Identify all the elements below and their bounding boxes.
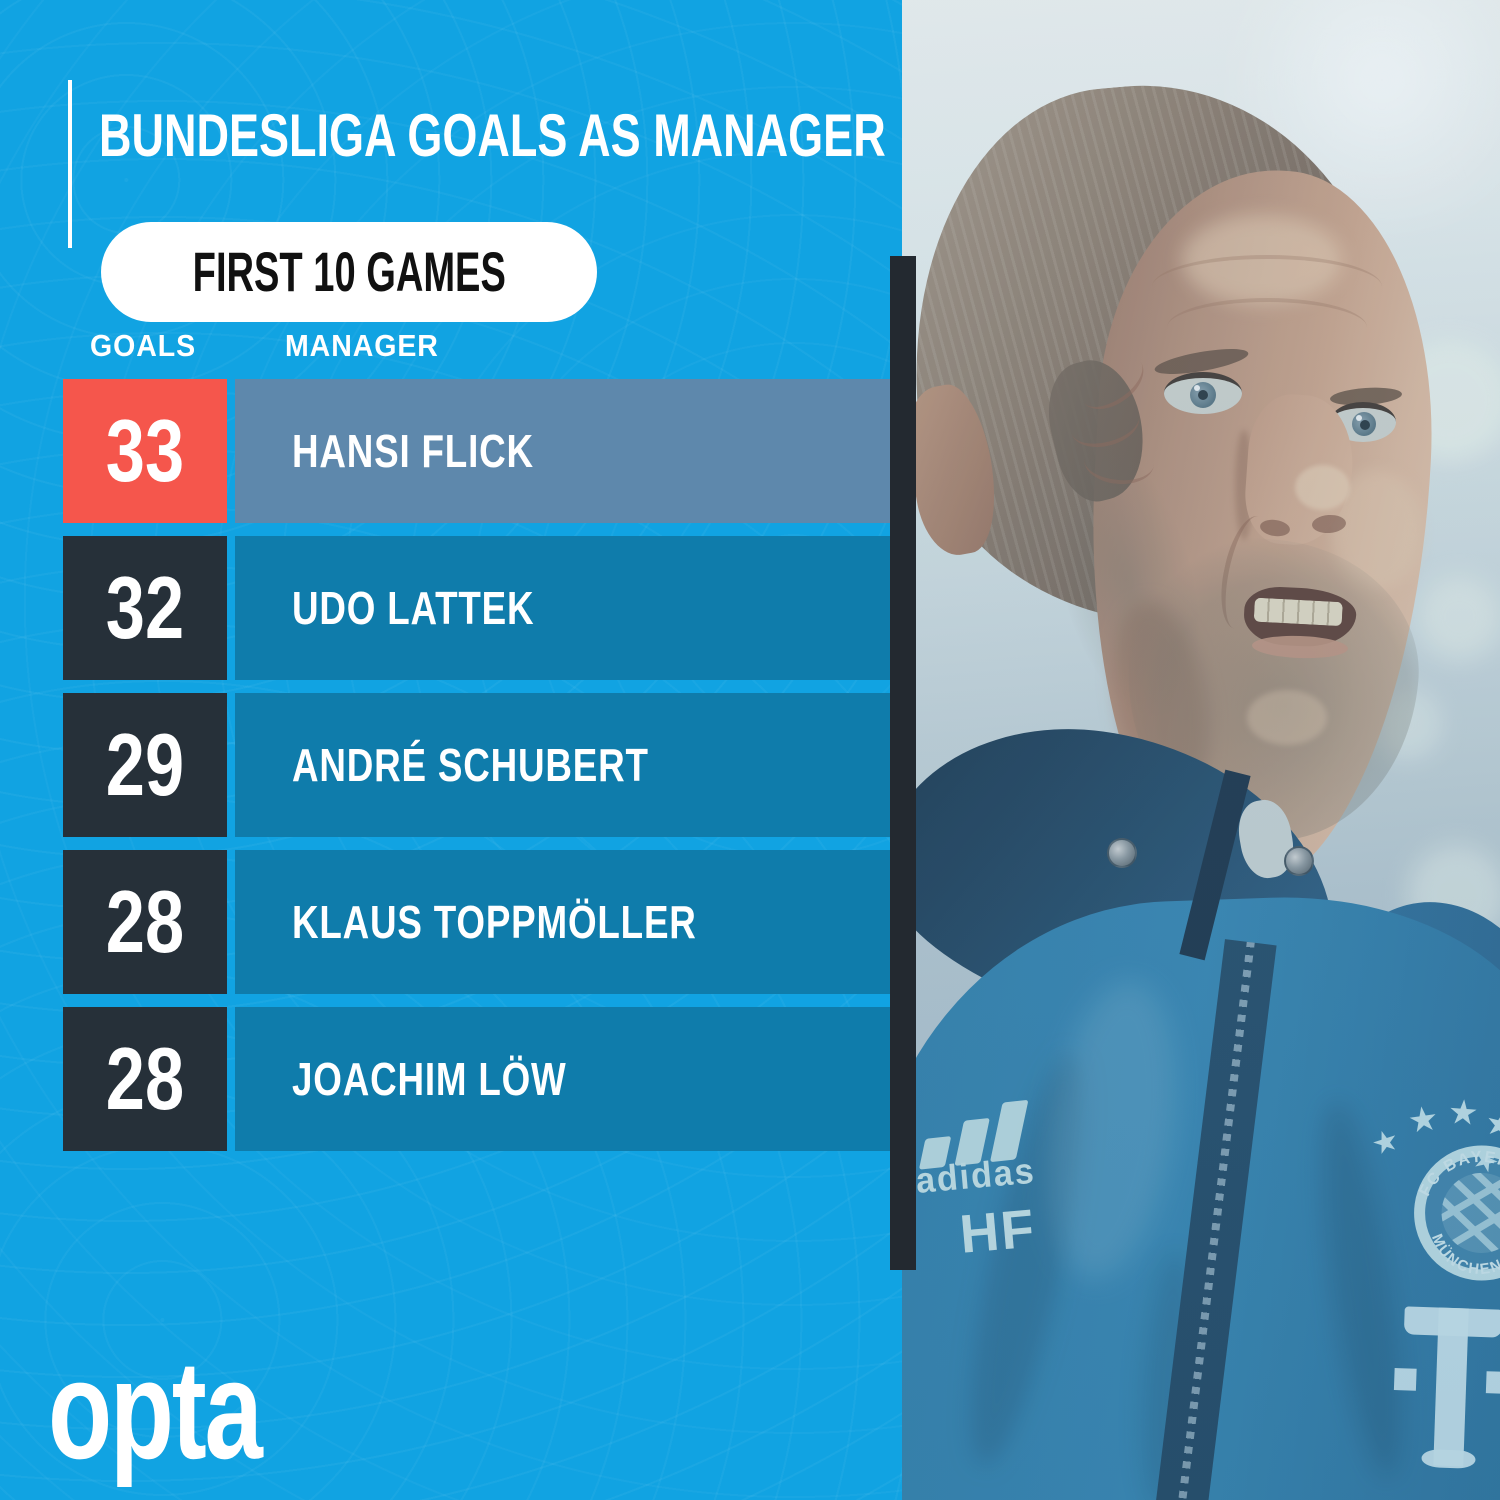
- page-title: BUNDESLIGA GOALS AS MANAGER: [99, 102, 886, 169]
- goals-value-box: 32: [63, 536, 227, 680]
- column-header-manager: MANAGER: [285, 328, 439, 363]
- chin-highlight: [1247, 690, 1327, 745]
- hansi-flick-photo: adidas HF ★ ★ ★ ★ ★: [902, 0, 1500, 1500]
- manager-name: JOACHIM LÖW: [292, 1053, 567, 1105]
- snap-button: [1107, 838, 1137, 868]
- subtitle-badge: FIRST 10 GAMES: [101, 222, 597, 322]
- table-row: 29 ANDRÉ SCHUBERT: [63, 693, 890, 837]
- left-iris: [1190, 382, 1216, 408]
- goals-value-box: 28: [63, 850, 227, 994]
- teeth: [1253, 597, 1343, 627]
- bayern-crest-icon: FC BAYERN MÜNCHEN: [1397, 1125, 1500, 1294]
- column-header-goals: GOALS: [90, 328, 197, 363]
- manager-bar: UDO LATTEK: [235, 536, 890, 680]
- goals-value: 33: [105, 401, 185, 500]
- table-row: 32 UDO LATTEK: [63, 536, 890, 680]
- telekom-t-logo-icon: [1391, 1306, 1500, 1470]
- right-eye-catchlight: [1356, 415, 1362, 421]
- goals-value: 28: [105, 872, 185, 971]
- right-pupil: [1360, 420, 1370, 430]
- star-icon: ★: [1446, 1092, 1480, 1134]
- manager-bar: KLAUS TOPPMÖLLER: [235, 850, 890, 994]
- manager-name: UDO LATTEK: [292, 582, 535, 634]
- table-row: 28 JOACHIM LÖW: [63, 1007, 890, 1151]
- vertical-divider-bar: [890, 256, 916, 1270]
- goals-value-box: 28: [63, 1007, 227, 1151]
- bokeh-light: [1417, 575, 1500, 660]
- snap-button: [1284, 846, 1314, 876]
- goals-value: 28: [105, 1029, 185, 1128]
- goals-value: 32: [105, 558, 185, 657]
- title-vertical-rule: [68, 80, 72, 248]
- manager-name: KLAUS TOPPMÖLLER: [292, 896, 697, 948]
- manager-initials: HF: [957, 1198, 1039, 1265]
- subtitle-badge-label: FIRST 10 GAMES: [192, 240, 506, 303]
- manager-bar: JOACHIM LÖW: [235, 1007, 890, 1151]
- manager-name: HANSI FLICK: [292, 425, 534, 477]
- goals-value-box: 33: [63, 379, 227, 523]
- nose-tip-highlight: [1295, 465, 1350, 510]
- manager-bar: ANDRÉ SCHUBERT: [235, 693, 890, 837]
- opta-logo: opta: [48, 1331, 263, 1488]
- goals-value-box: 29: [63, 693, 227, 837]
- left-eye: [1164, 372, 1242, 414]
- manager-bar: HANSI FLICK: [235, 379, 890, 523]
- leaderboard-rows: 33 HANSI FLICK 32 UDO LATTEK 29 ANDRÉ SC…: [63, 379, 890, 1151]
- goals-value: 29: [105, 715, 185, 814]
- forehead-wrinkle: [1167, 298, 1367, 357]
- left-eye-catchlight: [1194, 385, 1200, 391]
- table-row: 33 HANSI FLICK: [63, 379, 890, 523]
- left-pupil: [1198, 390, 1208, 400]
- right-iris: [1352, 412, 1376, 436]
- manager-name: ANDRÉ SCHUBERT: [292, 739, 649, 791]
- table-row: 28 KLAUS TOPPMÖLLER: [63, 850, 890, 994]
- forehead-wrinkle: [1152, 255, 1382, 319]
